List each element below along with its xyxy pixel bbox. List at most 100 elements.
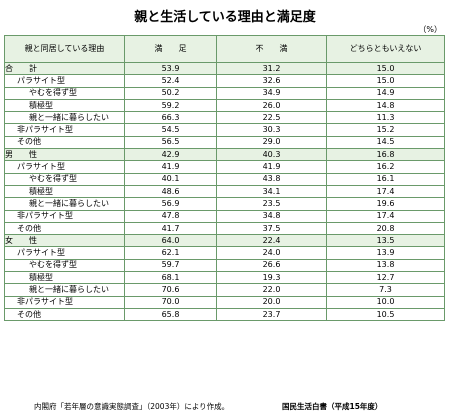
cell-value: 24.0	[216, 246, 327, 260]
cell-value: 32.6	[216, 74, 327, 88]
table-row: やむを得ず型 40.1 43.8 16.1	[4, 172, 445, 186]
table-row: 親と一緒に暮らしたい 56.9 23.5 19.6	[4, 197, 445, 211]
table-row: 非パラサイト型 47.8 34.8 17.4	[4, 209, 445, 223]
cell-value: 14.9	[326, 86, 445, 100]
row-label: パラサイト型	[4, 74, 125, 88]
cell-value: 20.8	[326, 221, 445, 236]
header-neither: どちらともいえない	[326, 35, 445, 63]
group-row: 男 性 42.9 40.3 16.8	[4, 148, 445, 162]
row-label: 親と一緒に暮らしたい	[4, 111, 125, 125]
cell-value: 23.7	[216, 307, 327, 322]
table-row: パラサイト型 41.9 41.9 16.2	[4, 160, 445, 174]
cell-value: 19.6	[326, 197, 445, 211]
group-label: 合 計	[4, 61, 125, 76]
cell-value: 64.0	[124, 234, 217, 248]
table-row: 積極型 59.2 26.0 14.8	[4, 98, 445, 113]
row-label: その他	[4, 221, 125, 236]
row-label: やむを得ず型	[4, 258, 125, 273]
cell-value: 68.1	[124, 271, 217, 285]
cell-value: 31.2	[216, 61, 327, 76]
cell-value: 16.8	[326, 148, 445, 162]
table-title: 親と生活している理由と満足度	[134, 10, 316, 25]
row-label: 親と一緒に暮らしたい	[4, 197, 125, 211]
header-satisfied: 満 足	[124, 35, 217, 63]
cell-value: 70.6	[124, 283, 217, 297]
cell-value: 26.6	[216, 258, 327, 273]
cell-value: 56.5	[124, 135, 217, 150]
cell-value: 13.5	[326, 234, 445, 248]
cell-value: 41.7	[124, 221, 217, 236]
table-row: 親と一緒に暮らしたい 66.3 22.5 11.3	[4, 111, 445, 125]
cell-value: 59.7	[124, 258, 217, 273]
cell-value: 22.4	[216, 234, 327, 248]
cell-value: 16.2	[326, 160, 445, 174]
row-label: パラサイト型	[4, 160, 125, 174]
cell-value: 40.3	[216, 148, 327, 162]
cell-value: 20.0	[216, 295, 327, 309]
cell-value: 47.8	[124, 209, 217, 223]
cell-value: 17.4	[326, 184, 445, 199]
cell-value: 50.2	[124, 86, 217, 100]
group-label: 女 性	[4, 234, 125, 248]
satisfaction-table: 親と同居している理由 満 足 不 満 どちらともいえない 合 計 53.9 31.2…	[4, 35, 445, 322]
table-row: その他 65.8 23.7 10.5	[4, 307, 445, 322]
publication-note: 国民生活白書（平成15年度）	[282, 402, 383, 411]
header-row: 親と同居している理由 満 足 不 満 どちらともいえない	[4, 35, 445, 63]
cell-value: 59.2	[124, 98, 217, 113]
cell-value: 65.8	[124, 307, 217, 322]
cell-value: 34.8	[216, 209, 327, 223]
cell-value: 54.5	[124, 123, 217, 137]
group-row: 合 計 53.9 31.2 15.0	[4, 61, 445, 76]
cell-value: 41.9	[216, 160, 327, 174]
table-row: 非パラサイト型 54.5 30.3 15.2	[4, 123, 445, 137]
row-label: 積極型	[4, 98, 125, 113]
cell-value: 10.0	[326, 295, 445, 309]
row-label: 親と一緒に暮らしたい	[4, 283, 125, 297]
cell-value: 40.1	[124, 172, 217, 186]
cell-value: 15.0	[326, 61, 445, 76]
cell-value: 34.9	[216, 86, 327, 100]
row-label: 非パラサイト型	[4, 295, 125, 309]
row-label: やむを得ず型	[4, 172, 125, 186]
header-reason: 親と同居している理由	[4, 35, 125, 63]
table-row: その他 56.5 29.0 14.5	[4, 135, 445, 150]
cell-value: 23.5	[216, 197, 327, 211]
cell-value: 12.7	[326, 271, 445, 285]
cell-value: 26.0	[216, 98, 327, 113]
group-row: 女 性 64.0 22.4 13.5	[4, 234, 445, 248]
table-row: 親と一緒に暮らしたい 70.6 22.0 7.3	[4, 283, 445, 297]
row-label: 非パラサイト型	[4, 123, 125, 137]
table-row: 積極型 68.1 19.3 12.7	[4, 271, 445, 285]
row-label: 積極型	[4, 184, 125, 199]
table-row: 非パラサイト型 70.0 20.0 10.0	[4, 295, 445, 309]
cell-value: 7.3	[326, 283, 445, 297]
cell-value: 53.9	[124, 61, 217, 76]
cell-value: 17.4	[326, 209, 445, 223]
cell-value: 34.1	[216, 184, 327, 199]
source-note: 内閣府「若年層の意識実態調査」（2003年）により作成。	[34, 402, 230, 411]
cell-value: 19.3	[216, 271, 327, 285]
cell-value: 22.0	[216, 283, 327, 297]
cell-value: 22.5	[216, 111, 327, 125]
cell-value: 52.4	[124, 74, 217, 88]
table-row: やむを得ず型 59.7 26.6 13.8	[4, 258, 445, 273]
cell-value: 13.8	[326, 258, 445, 273]
table-row: その他 41.7 37.5 20.8	[4, 221, 445, 236]
table-row: パラサイト型 62.1 24.0 13.9	[4, 246, 445, 260]
cell-value: 62.1	[124, 246, 217, 260]
table-row: 積極型 48.6 34.1 17.4	[4, 184, 445, 199]
table-row: やむを得ず型 50.2 34.9 14.9	[4, 86, 445, 100]
table-row: パラサイト型 52.4 32.6 15.0	[4, 74, 445, 88]
header-dissatisfied: 不 満	[216, 35, 327, 63]
cell-value: 16.1	[326, 172, 445, 186]
cell-value: 70.0	[124, 295, 217, 309]
cell-value: 56.9	[124, 197, 217, 211]
cell-value: 29.0	[216, 135, 327, 150]
row-label: その他	[4, 307, 125, 322]
cell-value: 66.3	[124, 111, 217, 125]
row-label: その他	[4, 135, 125, 150]
cell-value: 37.5	[216, 221, 327, 236]
cell-value: 42.9	[124, 148, 217, 162]
cell-value: 14.5	[326, 135, 445, 150]
cell-value: 43.8	[216, 172, 327, 186]
